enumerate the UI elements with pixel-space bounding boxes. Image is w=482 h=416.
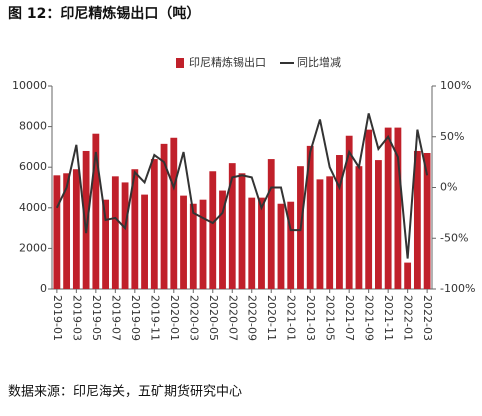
bar [189,203,197,289]
y2-tick-label: -50% [440,231,468,244]
line [55,113,429,259]
x-tick-label: 2020-11 [265,295,278,341]
bar [306,145,314,289]
bar [63,173,71,289]
bar [404,262,412,289]
y-tick-label: 8000 [19,120,47,133]
bar [394,127,402,290]
bar [180,195,187,289]
bar [102,199,109,289]
bar [228,163,236,289]
bar [258,197,265,289]
x-tick-label: 2021-05 [324,295,337,341]
bar [267,159,275,289]
bar [336,155,343,289]
x-tick-label: 2020-03 [187,295,200,341]
bar [355,166,363,289]
x-tick-label: 2019-05 [90,295,103,341]
bar [170,137,178,289]
x-tick-label: 2021-11 [382,295,395,341]
y-tick-label: 4000 [19,201,47,214]
bar [277,203,285,289]
bar [345,135,353,289]
x-tick-label: 2020-05 [207,295,220,341]
bar [72,169,80,289]
y2-tick-label: -100% [440,282,475,295]
legend-label: 印尼精炼锡出口 [189,55,266,69]
x-tick-label: 2022-01 [402,295,415,341]
bar [160,143,168,289]
x-tick-label: 2019-01 [51,295,64,341]
y-tick-label: 10000 [12,79,47,92]
bar [141,194,148,289]
bar [219,190,226,289]
bar [423,152,431,289]
bar [150,159,158,289]
x-tick-label: 2021-03 [304,295,317,341]
bar [375,160,382,289]
y2-tick-label: 100% [440,79,471,92]
x-tick-label: 2019-09 [129,295,142,341]
x-tick-label: 2022-03 [421,295,434,341]
bar [413,150,421,289]
y-tick-label: 0 [40,282,47,295]
x-tick-label: 2019-07 [109,295,122,341]
bar [82,150,90,289]
y-tick-label: 2000 [19,241,47,254]
y-tick-label: 6000 [19,160,47,173]
bar [326,176,334,289]
x-tick-label: 2019-11 [148,295,161,341]
source: 数据来源：印尼海关，五矿期货研究中心 [8,384,242,400]
bar [287,201,295,289]
x-tick-label: 2021-07 [343,295,356,341]
bar [53,175,61,289]
bar [209,171,217,289]
bar [121,182,129,289]
y2-tick-label: 50% [440,130,464,143]
bar [248,197,256,289]
bar [131,169,139,289]
legend-label: 同比增减 [297,55,341,69]
chart-title: 图 12：印尼精炼锡出口（吨） [8,5,200,22]
x-tick-label: 2020-01 [168,295,181,341]
bar [238,173,246,289]
bar [365,129,373,289]
x-tick-label: 2019-03 [70,295,83,341]
x-tick-label: 2021-09 [363,295,376,341]
legend-swatch [176,58,184,68]
bar [199,199,207,289]
bar [111,176,119,289]
bar [316,179,324,289]
x-tick-label: 2020-09 [246,295,259,341]
bar [92,133,100,289]
x-tick-label: 2020-07 [226,295,239,341]
x-tick-label: 2021-01 [285,295,298,341]
y2-tick-label: 0% [440,181,457,194]
bar [384,127,392,290]
